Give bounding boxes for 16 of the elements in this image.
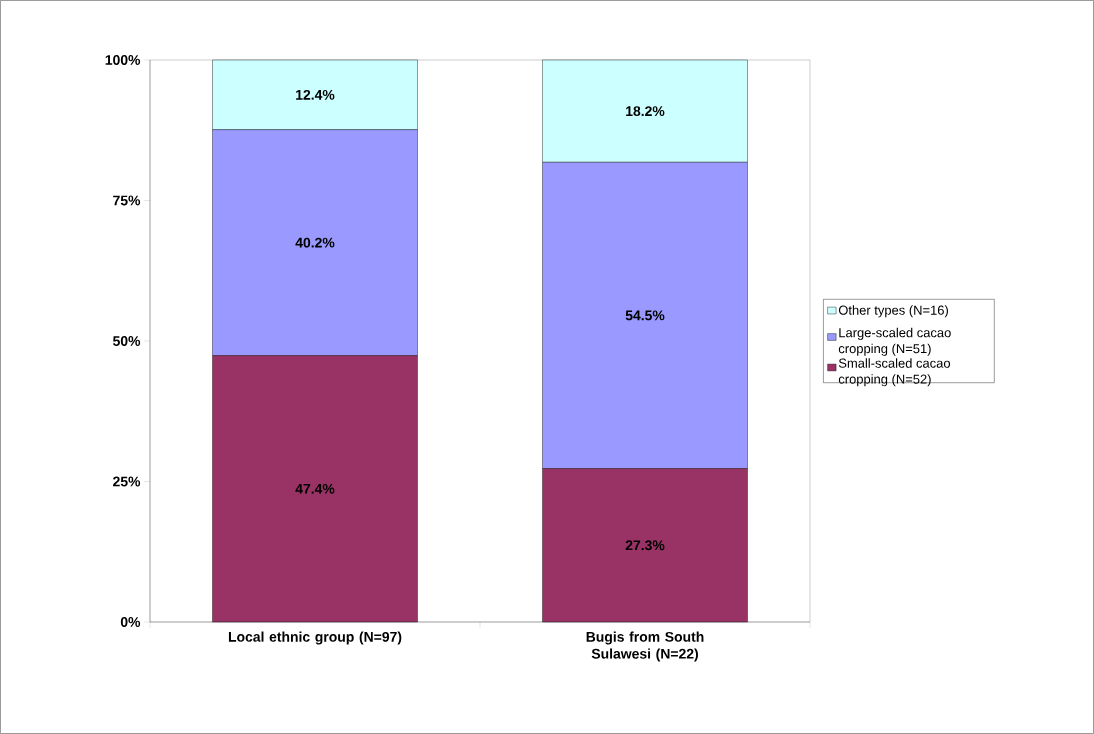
data-label: 47.4% — [295, 483, 335, 494]
y-tick-label: 75% — [113, 195, 141, 206]
legend-label: Other types (N=16) — [838, 305, 948, 318]
y-tick-label: 25% — [113, 476, 141, 487]
data-label: 54.5% — [625, 310, 665, 321]
y-tick-label: 0% — [120, 617, 141, 627]
y-tick-label: 50% — [112, 336, 141, 346]
data-label: 40.2% — [295, 237, 335, 248]
x-tick-label: Local ethnic group (N=97) — [228, 631, 402, 645]
x-tick-label: Bugis from South Sulawesi (N=22) — [586, 631, 704, 662]
y-tick-label: 100% — [105, 55, 141, 65]
legend-label: Large-scaled cacao cropping (N=51) — [838, 327, 951, 356]
legend-label: Small-scaled cacao cropping (N=52) — [838, 358, 951, 387]
data-label: 27.3% — [625, 540, 665, 551]
data-label: 18.2% — [626, 106, 665, 117]
data-label: 12.4% — [296, 89, 335, 100]
